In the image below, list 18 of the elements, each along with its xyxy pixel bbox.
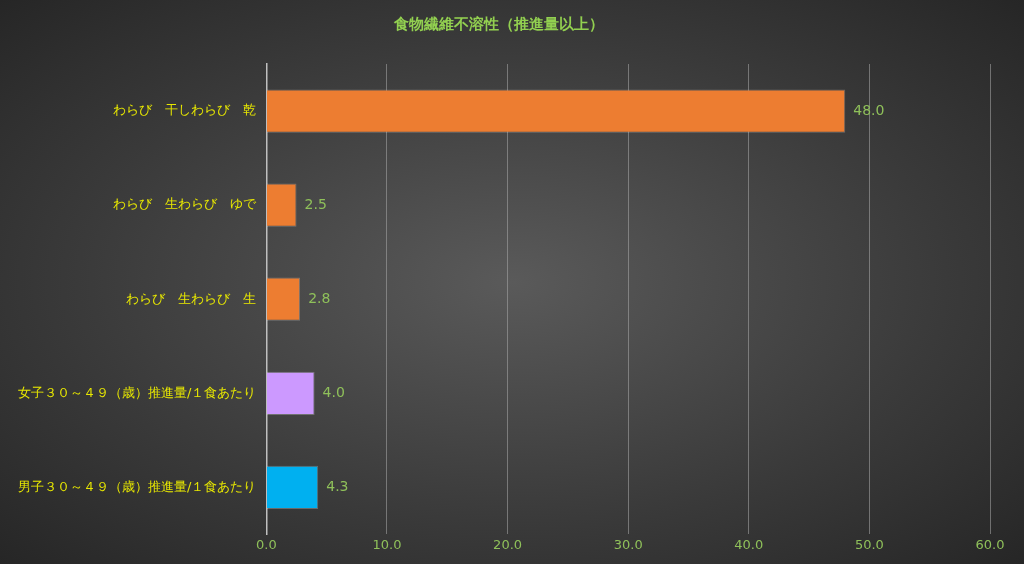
- x-tick-label: 30.0: [613, 536, 643, 552]
- chart-title: 食物繊維不溶性（推進量以上）: [393, 14, 604, 33]
- x-tick-label: 60.0: [975, 536, 1005, 552]
- data-label: 4.3: [326, 478, 349, 494]
- x-tick-label: 50.0: [854, 536, 884, 552]
- data-label: 2.5: [304, 195, 327, 212]
- y-tick-label: 女子３０～４９（歳）推進量/１食あたり: [17, 384, 257, 400]
- y-tick-label: わらび 干しわらび 乾: [113, 102, 257, 118]
- x-tick-label: 40.0: [734, 536, 764, 552]
- x-tick-label: 20.0: [493, 536, 523, 552]
- y-tick-label: 男子３０～４９（歳）推進量/１食あたり: [17, 478, 257, 494]
- data-label: 2.8: [308, 289, 331, 306]
- x-tick-label: 10.0: [372, 536, 402, 552]
- x-tick-label: 0.0: [256, 536, 277, 552]
- data-label: 4.0: [322, 383, 345, 400]
- data-label: 48.0: [853, 101, 885, 118]
- y-tick-label: わらび 生わらび 生: [126, 290, 257, 306]
- y-tick-label: わらび 生わらび ゆで: [113, 196, 258, 212]
